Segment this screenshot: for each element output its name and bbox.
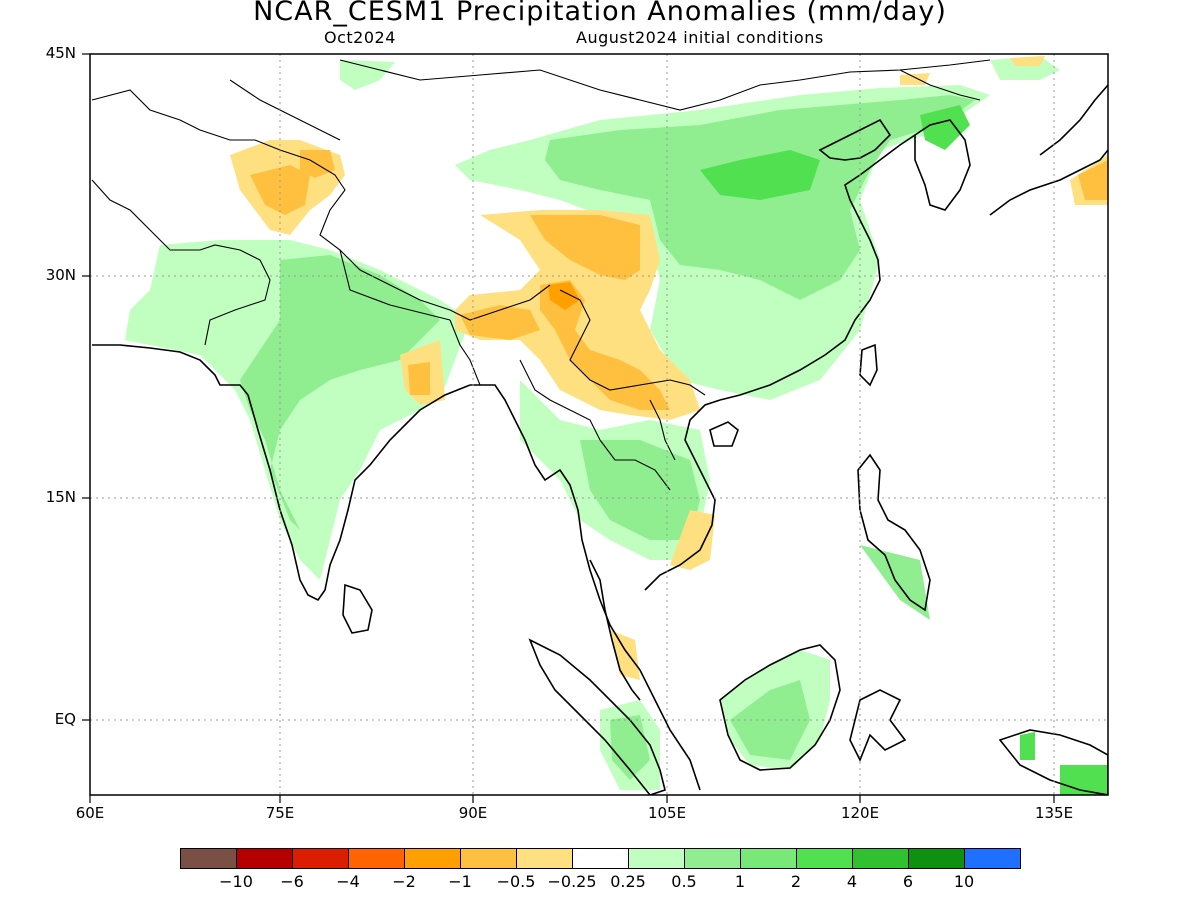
colorbar-label: 4 [846, 872, 858, 891]
positive-anomaly-dark [700, 105, 1108, 795]
map-title: NCAR_CESM1 Precipitation Anomalies (mm/d… [253, 0, 947, 27]
colorbar-label: −6 [280, 872, 304, 891]
initial-conditions: August2024 initial conditions [576, 28, 824, 47]
sulawesi [849, 689, 907, 762]
forecast-month: Oct2024 [324, 28, 396, 47]
lon-label: 135E [1034, 804, 1074, 822]
colorbar-swatch [404, 848, 461, 869]
bay-of-bengal-east [470, 384, 701, 791]
new-guinea [998, 729, 1108, 795]
coastlines [92, 84, 1108, 795]
colorbar-swatch [628, 848, 685, 869]
negative-anomaly-dark [548, 282, 580, 310]
colorbar-swatch [852, 848, 909, 869]
colorbar-swatch [684, 848, 741, 869]
colorbar-label: 0.5 [671, 872, 697, 891]
colorbar-label: 0.25 [610, 872, 646, 891]
lon-label: 90E [458, 804, 488, 822]
colorbar-swatch [516, 848, 573, 869]
lat-label: 30N [45, 266, 76, 284]
lon-label: 105E [647, 804, 687, 822]
colorbar-label: 6 [902, 872, 914, 891]
taiwan [859, 343, 878, 387]
colorbar-swatch [572, 848, 629, 869]
lat-label: 45N [45, 44, 76, 62]
india-coast [92, 344, 471, 602]
colorbar-label: −1 [448, 872, 472, 891]
colorbar-swatch [908, 848, 965, 869]
philippines [857, 453, 931, 612]
lon-label: 75E [265, 804, 295, 822]
negative-anomaly-mid [250, 150, 1108, 410]
grid-lines [90, 54, 1108, 795]
hainan [709, 421, 739, 447]
indochina-coast [644, 399, 721, 591]
colorbar-swatch [292, 848, 349, 869]
colorbar-swatch [348, 848, 405, 869]
axis-ticks [82, 53, 1055, 803]
japan [989, 84, 1108, 216]
colorbar-swatch [796, 848, 853, 869]
colorbar-label: −10 [219, 872, 253, 891]
malay-peninsula [589, 559, 641, 701]
colorbar-label: 2 [790, 872, 802, 891]
bohai [818, 118, 892, 161]
colorbar-label: 10 [953, 872, 975, 891]
colorbar-label: −0.5 [496, 872, 536, 891]
colorbar-swatch [180, 848, 237, 869]
colorbar-label: −4 [336, 872, 360, 891]
lat-label: EQ [54, 710, 76, 728]
sumatra [528, 638, 666, 795]
anomaly-fields [125, 56, 1108, 795]
korea [914, 119, 971, 211]
lon-label: 120E [840, 804, 880, 822]
colorbar-swatch [964, 848, 1021, 869]
sri-lanka [342, 583, 373, 634]
colorbar-label: −0.25 [547, 872, 597, 891]
colorbar-label: 1 [734, 872, 746, 891]
borneo [719, 644, 841, 771]
colorbar-swatch [236, 848, 293, 869]
colorbar-label: −2 [392, 872, 416, 891]
china-coast [719, 134, 916, 401]
lon-label: 60E [75, 804, 105, 822]
colorbar-swatch [740, 848, 797, 869]
colorbar-swatch [460, 848, 517, 869]
map-frame [89, 53, 1109, 796]
lat-label: 15N [45, 488, 76, 506]
country-borders [91, 59, 991, 491]
